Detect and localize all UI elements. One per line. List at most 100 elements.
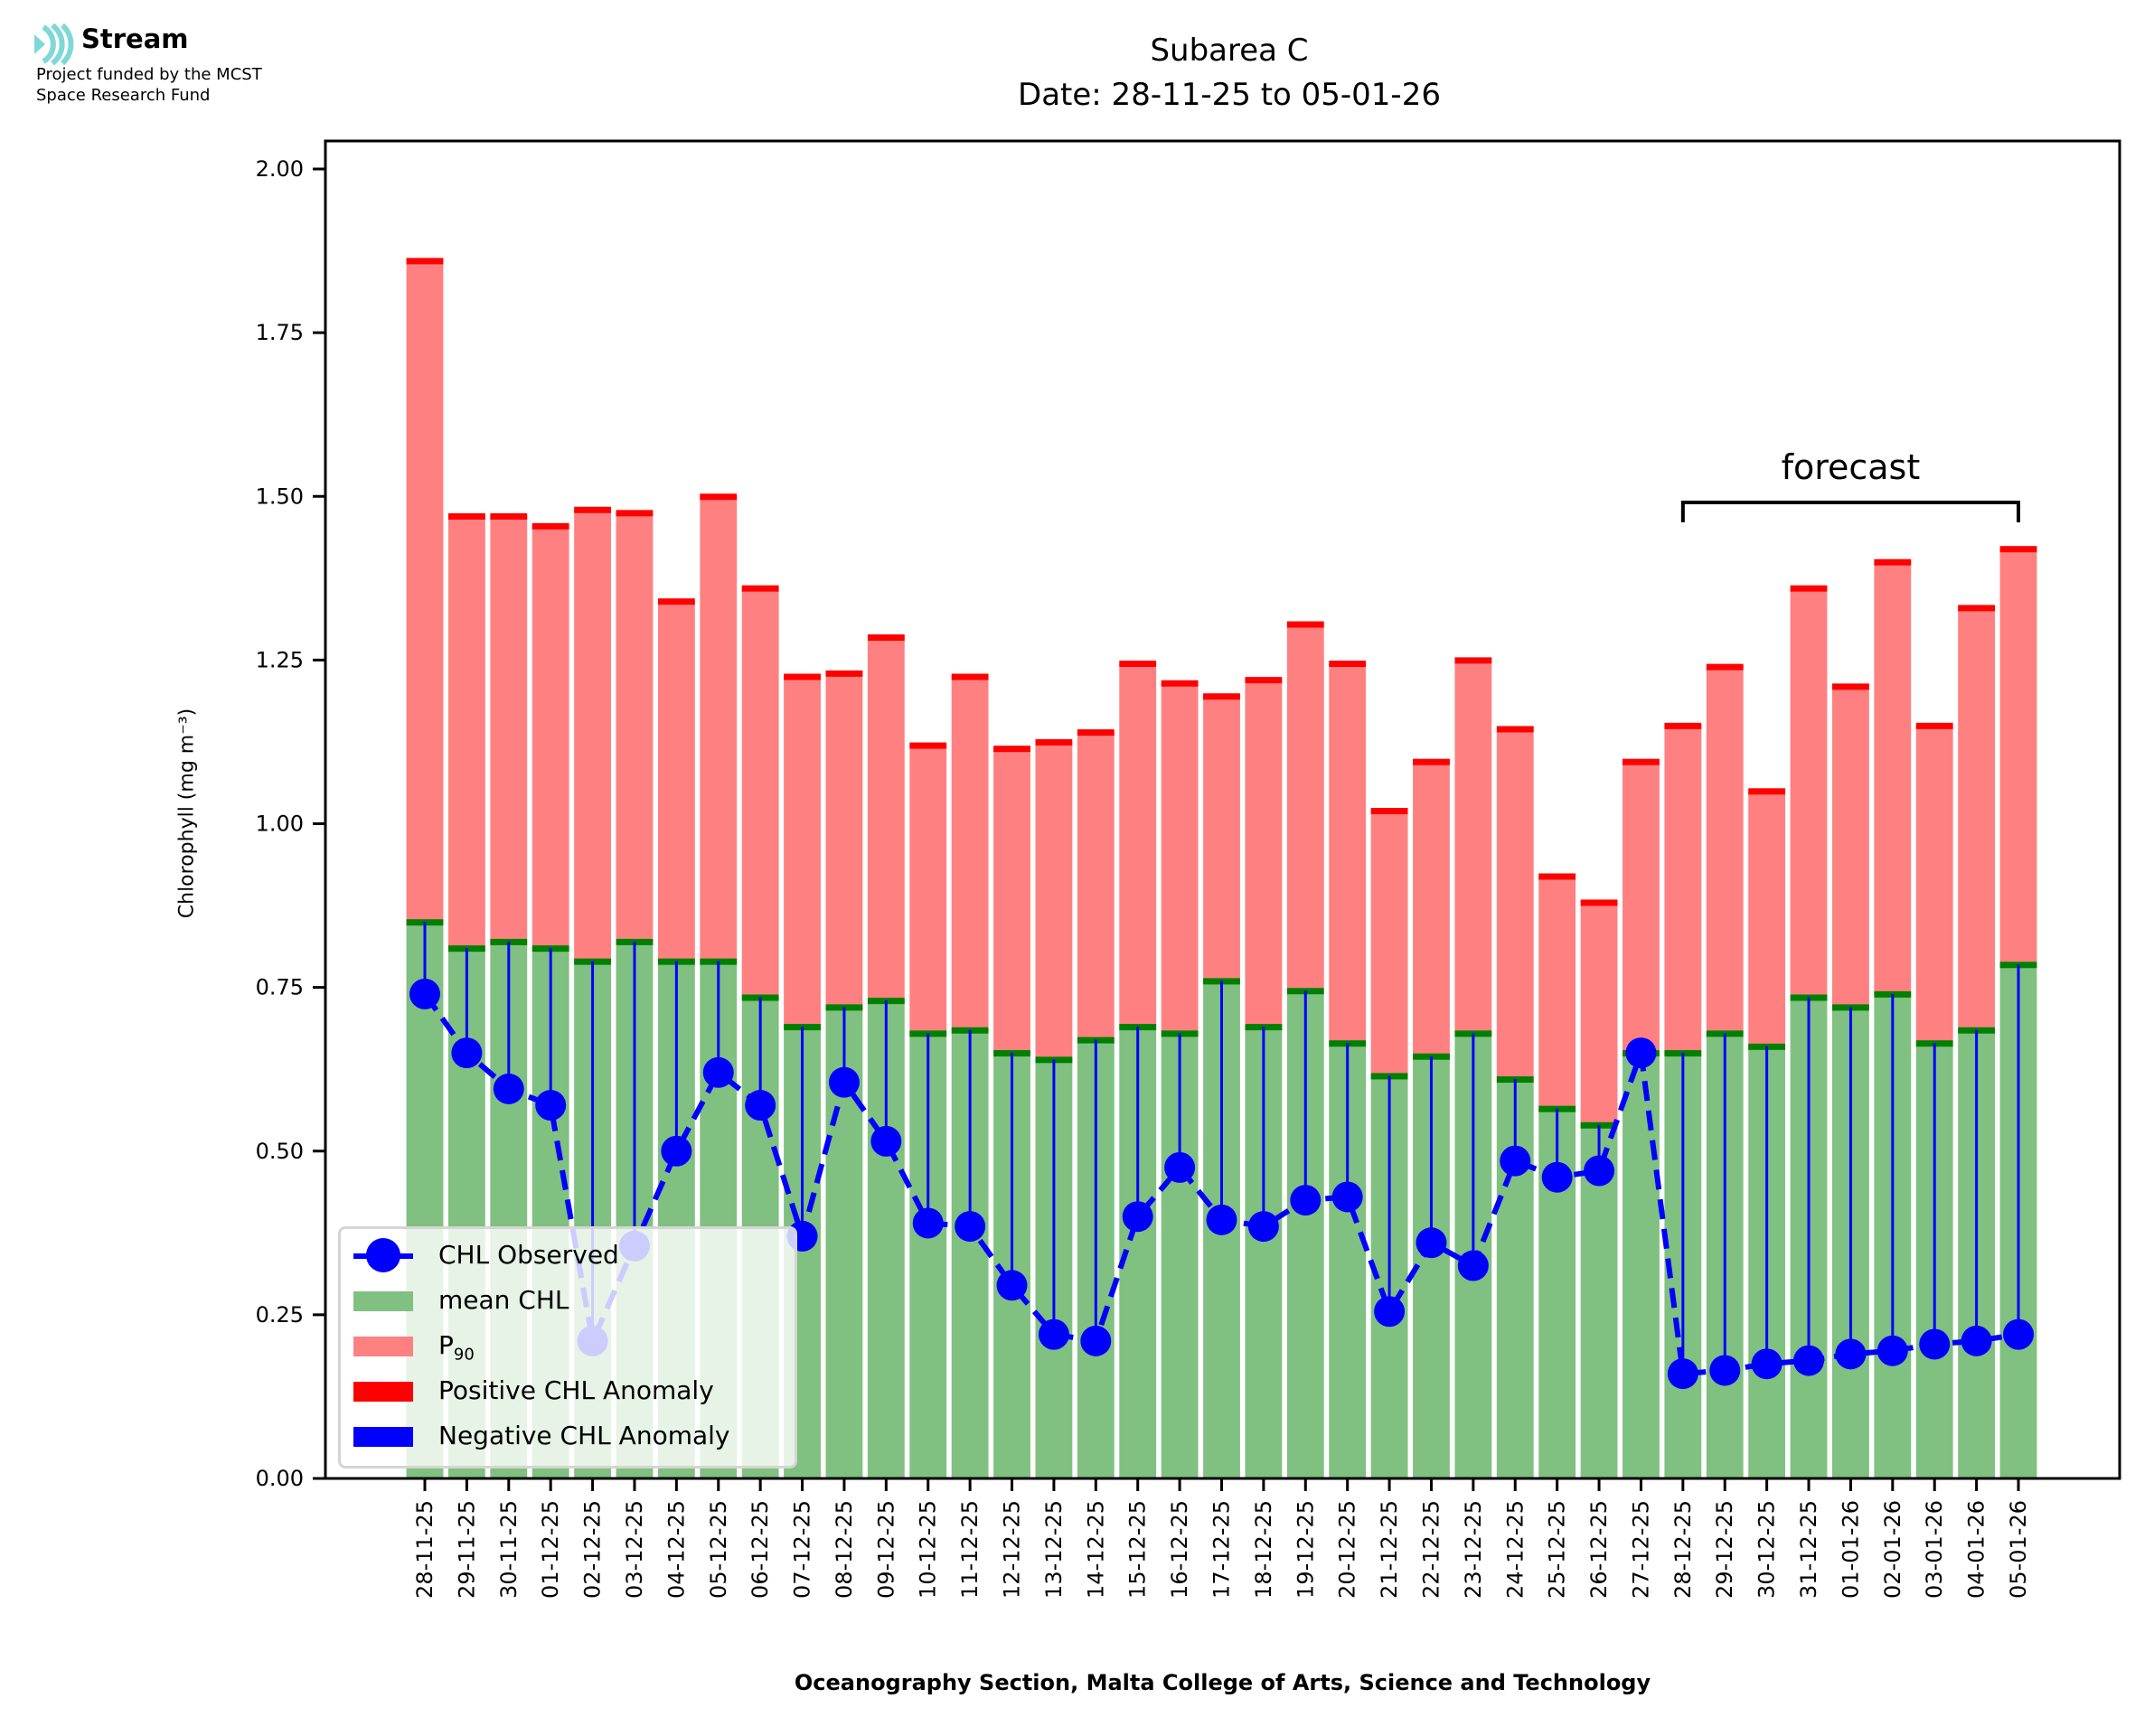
positive-anomaly-mark xyxy=(909,742,947,749)
observed-point xyxy=(535,1090,567,1121)
observed-point xyxy=(1877,1335,1908,1366)
positive-anomaly-mark xyxy=(1329,660,1367,667)
legend-label: mean CHL xyxy=(438,1285,569,1315)
logo-name: Stream xyxy=(81,23,189,54)
positive-anomaly-mark xyxy=(784,673,821,680)
x-tick-label: 01-12-25 xyxy=(538,1500,563,1599)
p90-bar xyxy=(1832,686,1869,1008)
forecast-annotation: forecast xyxy=(1680,447,2020,522)
positive-anomaly-mark xyxy=(700,493,738,501)
observed-line-layer xyxy=(409,978,2034,1390)
observed-point xyxy=(1751,1348,1782,1380)
legend-item-mean: mean CHL xyxy=(341,1283,795,1319)
observed-point xyxy=(1247,1211,1279,1243)
p90-bar xyxy=(951,676,989,1030)
positive-anomaly-mark xyxy=(867,634,905,642)
x-tick-label: 05-01-26 xyxy=(2006,1500,2031,1599)
p90-bar xyxy=(1538,876,1576,1109)
p90-bar xyxy=(1035,741,1073,1060)
observed-point xyxy=(1416,1227,1447,1259)
p90-bar xyxy=(1203,696,1240,981)
observed-point xyxy=(409,978,440,1009)
logo-funding-line-1: Project funded by the MCST xyxy=(36,65,262,84)
p90-bar xyxy=(1245,680,1283,1028)
observed-point xyxy=(955,1211,986,1243)
p90-bar xyxy=(700,496,738,962)
positive-anomaly-mark xyxy=(1958,605,1996,612)
x-tick-label: 24-12-25 xyxy=(1502,1500,1528,1599)
x-tick-label: 30-11-25 xyxy=(496,1500,522,1599)
positive-anomaly-mark xyxy=(1664,722,1702,729)
x-tick-label: 08-12-25 xyxy=(832,1500,857,1599)
p90-bar xyxy=(1454,660,1492,1034)
y-tick-label: 0.25 xyxy=(256,1302,304,1328)
x-tick-label: 01-01-26 xyxy=(1838,1500,1863,1599)
positive-anomaly-mark xyxy=(993,746,1030,753)
x-tick-label: 29-11-25 xyxy=(454,1500,479,1599)
positive-anomaly-mark xyxy=(616,510,654,517)
legend-item-observed: CHL Observed xyxy=(341,1238,795,1274)
p90-bar xyxy=(1748,791,1786,1046)
p90-bar xyxy=(909,745,947,1034)
x-tick-label: 27-12-25 xyxy=(1628,1500,1653,1599)
x-tick-label: 10-12-25 xyxy=(916,1500,941,1599)
observed-point xyxy=(1541,1161,1573,1193)
logo-funding-line-2: Space Research Fund xyxy=(36,86,211,105)
bars-layer xyxy=(406,258,2037,1478)
x-tick-label: 28-11-25 xyxy=(412,1500,437,1599)
x-tick-label: 09-12-25 xyxy=(873,1500,898,1599)
legend-label: CHL Observed xyxy=(438,1240,619,1270)
x-tick-label: 03-01-26 xyxy=(1922,1500,1947,1599)
positive-anomaly-mark xyxy=(1454,657,1492,664)
legend-marker-swatch xyxy=(366,1238,400,1272)
p90-bar xyxy=(1958,607,1996,1030)
legend-item-p90: P90 xyxy=(341,1328,795,1365)
chart-title: Subarea C xyxy=(1150,33,1309,69)
x-tick-label: 13-12-25 xyxy=(1041,1500,1067,1599)
positive-anomaly-mark xyxy=(1538,873,1576,880)
chart-subtitle: Date: 28-11-25 to 05-01-26 xyxy=(1018,77,1441,113)
stream-waves-icon xyxy=(34,23,76,65)
positive-anomaly-mark xyxy=(951,673,989,680)
positive-anomaly-mark xyxy=(1832,683,1869,690)
observed-point xyxy=(870,1125,902,1157)
p90-bar xyxy=(1370,811,1408,1076)
legend-label-main: P xyxy=(438,1330,454,1360)
x-tick-label: 17-12-25 xyxy=(1209,1500,1235,1599)
p90-bar xyxy=(1580,902,1618,1125)
observed-point xyxy=(745,1090,776,1121)
y-tick-label: 0.75 xyxy=(256,975,304,1000)
legend: CHL Observed mean CHL P90 Positive CHL A… xyxy=(338,1226,797,1469)
positive-anomaly-mark xyxy=(1790,585,1828,592)
observed-point xyxy=(1667,1358,1698,1390)
p90-bar xyxy=(1413,761,1450,1056)
positive-anomaly-mark xyxy=(1915,722,1953,729)
observed-point xyxy=(1584,1155,1615,1187)
positive-anomaly-mark xyxy=(1413,758,1450,765)
positive-anomaly-mark xyxy=(490,512,528,520)
y-axis-label: Chlorophyll (mg m⁻³) xyxy=(175,708,199,919)
positive-anomaly-mark xyxy=(1748,788,1786,795)
legend-label: Negative CHL Anomaly xyxy=(438,1421,730,1450)
observed-point xyxy=(1164,1151,1196,1183)
p90-bar xyxy=(1874,561,1912,994)
legend-swatch xyxy=(353,1382,413,1402)
positive-anomaly-mark xyxy=(1161,680,1199,687)
observed-point xyxy=(1457,1250,1489,1281)
positive-anomaly-mark xyxy=(1999,546,2037,553)
observed-point xyxy=(1793,1345,1825,1376)
x-tick-label: 05-12-25 xyxy=(706,1500,731,1599)
observed-point xyxy=(702,1056,734,1088)
p90-bar xyxy=(406,260,444,923)
positive-anomaly-mark xyxy=(574,506,611,513)
x-tick-label: 29-12-25 xyxy=(1712,1500,1737,1599)
x-tick-label: 21-12-25 xyxy=(1377,1500,1402,1599)
observed-point xyxy=(2003,1318,2034,1350)
positive-anomaly-mark xyxy=(1706,663,1744,671)
legend-label-sub: 90 xyxy=(453,1345,475,1365)
observed-point xyxy=(1835,1338,1867,1370)
p90-bar xyxy=(574,509,611,962)
x-tick-label: 14-12-25 xyxy=(1083,1500,1108,1599)
observed-point xyxy=(1961,1325,1992,1356)
